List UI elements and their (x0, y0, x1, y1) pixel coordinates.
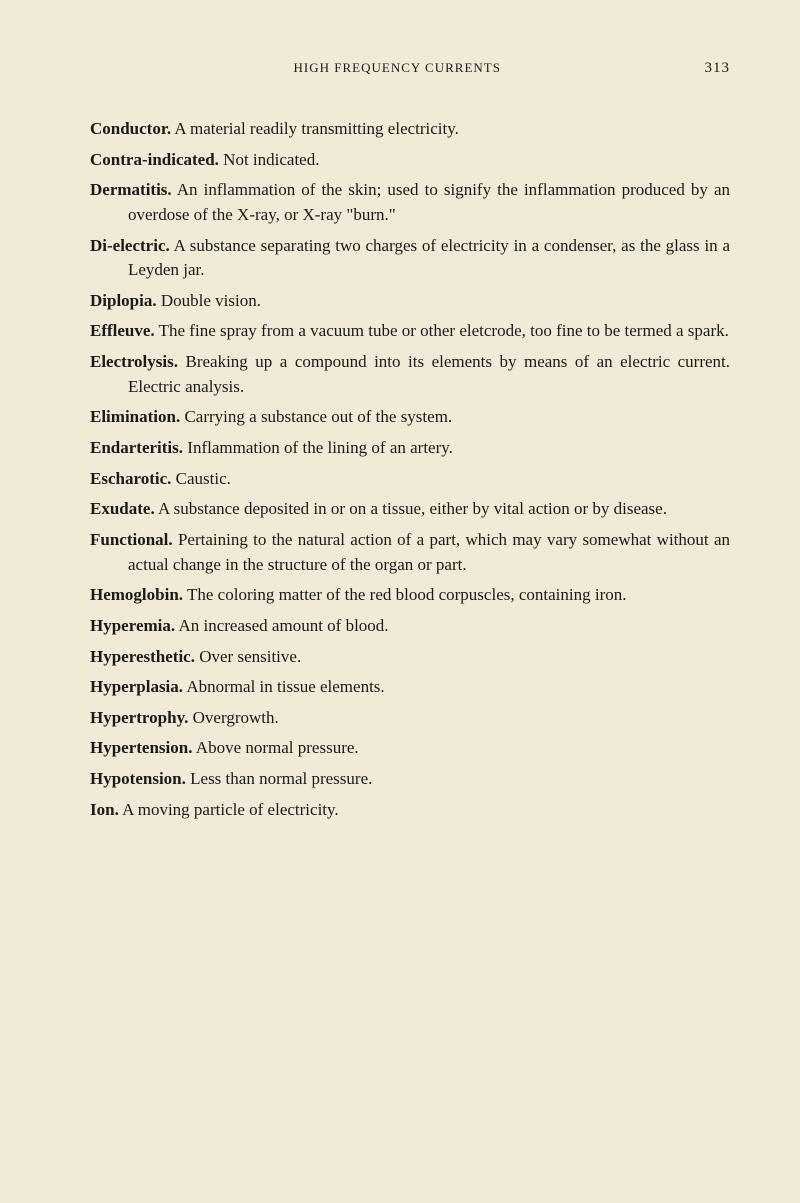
entry-term: Di-electric. (90, 236, 170, 255)
entry-definition: Over sensitive. (195, 647, 301, 666)
entry-term: Hypotension. (90, 769, 186, 788)
glossary-entry: Diplopia. Double vision. (90, 289, 730, 314)
glossary-entry: Functional. Pertaining to the natural ac… (90, 528, 730, 577)
entry-definition: A material readily transmitting electric… (171, 119, 459, 138)
entry-definition: Less than normal pressure. (186, 769, 372, 788)
glossary-entry: Contra-indicated. Not indicated. (90, 148, 730, 173)
glossary-entry: Hyperemia. An increased amount of blood. (90, 614, 730, 639)
glossary-entry: Hypertrophy. Overgrowth. (90, 706, 730, 731)
entry-definition: Breaking up a compound into its elements… (128, 352, 730, 396)
entry-term: Endarteritis. (90, 438, 183, 457)
entry-term: Contra-indicated. (90, 150, 219, 169)
entry-term: Dermatitis. (90, 180, 172, 199)
entry-term: Effleuve. (90, 321, 155, 340)
entry-definition: Caustic. (171, 469, 231, 488)
entry-term: Conductor. (90, 119, 171, 138)
glossary-entry: Hypertension. Above normal pressure. (90, 736, 730, 761)
entry-term: Hyperemia. (90, 616, 175, 635)
entry-definition: A substance deposited in or on a tissue,… (155, 499, 667, 518)
entry-term: Electrolysis. (90, 352, 178, 371)
entry-definition: Above normal pressure. (192, 738, 358, 757)
entry-definition: A substance separating two charges of el… (128, 236, 730, 280)
page-container: HIGH FREQUENCY CURRENTS 313 Conductor. A… (0, 0, 800, 1203)
entry-definition: The fine spray from a vacuum tube or oth… (155, 321, 729, 340)
entry-term: Functional. (90, 530, 173, 549)
entry-definition: Inflammation of the lining of an artery. (183, 438, 453, 457)
entry-term: Exudate. (90, 499, 155, 518)
glossary-entry: Hyperplasia. Abnormal in tissue elements… (90, 675, 730, 700)
glossary-body: Conductor. A material readily transmitti… (90, 117, 730, 822)
entry-term: Ion. (90, 800, 119, 819)
entry-definition: Pertaining to the natural action of a pa… (128, 530, 730, 574)
entry-definition: Double vision. (157, 291, 261, 310)
entry-definition: An inflammation of the skin; used to sig… (128, 180, 730, 224)
entry-term: Escharotic. (90, 469, 171, 488)
entry-term: Elimination. (90, 407, 180, 426)
entry-term: Hemoglobin. (90, 585, 183, 604)
entry-definition: An increased amount of blood. (175, 616, 388, 635)
glossary-entry: Exudate. A substance deposited in or on … (90, 497, 730, 522)
entry-term: Hyperesthetic. (90, 647, 195, 666)
glossary-entry: Hyperesthetic. Over sensitive. (90, 645, 730, 670)
entry-definition: Abnormal in tissue elements. (183, 677, 385, 696)
entry-term: Diplopia. (90, 291, 157, 310)
glossary-entry: Hemoglobin. The coloring matter of the r… (90, 583, 730, 608)
page-header: HIGH FREQUENCY CURRENTS 313 (90, 60, 730, 77)
glossary-entry: Conductor. A material readily transmitti… (90, 117, 730, 142)
entry-term: Hypertrophy. (90, 708, 188, 727)
glossary-entry: Dermatitis. An inflammation of the skin;… (90, 178, 730, 227)
glossary-entry: Ion. A moving particle of electricity. (90, 798, 730, 823)
glossary-entry: Endarteritis. Inflammation of the lining… (90, 436, 730, 461)
glossary-entry: Elimination. Carrying a substance out of… (90, 405, 730, 430)
entry-definition: Carrying a substance out of the system. (180, 407, 452, 426)
entry-definition: Not indicated. (219, 150, 320, 169)
entry-definition: A moving particle of electricity. (119, 800, 339, 819)
page-number: 313 (705, 60, 731, 77)
glossary-entry: Escharotic. Caustic. (90, 467, 730, 492)
entry-term: Hyperplasia. (90, 677, 183, 696)
header-title: HIGH FREQUENCY CURRENTS (90, 60, 705, 77)
glossary-entry: Effleuve. The fine spray from a vacuum t… (90, 319, 730, 344)
glossary-entry: Di-electric. A substance separating two … (90, 234, 730, 283)
entry-definition: The coloring matter of the red blood cor… (183, 585, 626, 604)
entry-definition: Overgrowth. (188, 708, 278, 727)
glossary-entry: Electrolysis. Breaking up a compound int… (90, 350, 730, 399)
entry-term: Hypertension. (90, 738, 192, 757)
glossary-entry: Hypotension. Less than normal pressure. (90, 767, 730, 792)
